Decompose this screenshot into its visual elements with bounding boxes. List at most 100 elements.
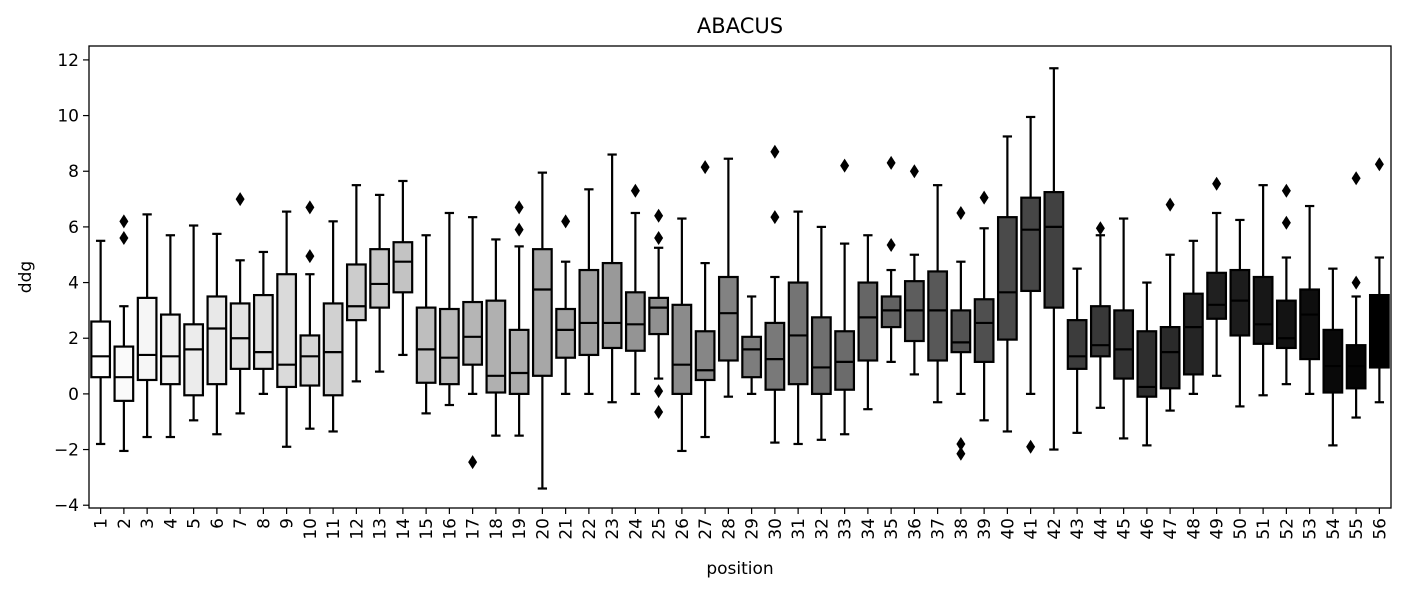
box-position-56	[1368, 157, 1390, 404]
box-iqr	[183, 323, 205, 397]
x-tick-label: 53	[1301, 518, 1321, 540]
outlier-point	[956, 205, 966, 220]
outlier-point	[654, 404, 664, 419]
x-tick-label: 51	[1254, 518, 1274, 540]
box-position-23	[601, 153, 623, 404]
box-position-46	[1136, 281, 1158, 447]
box-iqr	[671, 303, 693, 395]
chart-title: ABACUS	[697, 14, 783, 38]
x-tick-label: 11	[324, 518, 344, 540]
box-position-16	[438, 211, 460, 407]
box-iqr	[927, 270, 949, 362]
box-iqr	[1066, 319, 1088, 370]
box-position-5	[183, 224, 205, 422]
box-iqr	[1159, 325, 1181, 390]
x-tick-label: 40	[998, 518, 1018, 540]
outlier-point	[305, 249, 315, 264]
x-tick-label: 9	[278, 518, 298, 529]
box-iqr	[345, 263, 367, 322]
box-iqr	[741, 335, 763, 379]
x-tick-label: 6	[208, 518, 228, 529]
box-position-25	[648, 208, 670, 419]
x-tick-label: 49	[1208, 518, 1228, 540]
box-position-8	[252, 250, 274, 395]
x-tick-label: 45	[1115, 518, 1135, 540]
box-iqr	[392, 241, 414, 294]
box-iqr	[206, 295, 228, 386]
x-tick-label: 10	[301, 518, 321, 540]
box-iqr	[276, 273, 298, 389]
box-iqr	[834, 330, 856, 391]
box-iqr	[787, 281, 809, 386]
y-tick-label: −2	[54, 441, 79, 461]
box-iqr	[717, 275, 739, 362]
box-iqr	[1322, 328, 1344, 394]
box-iqr	[857, 281, 879, 362]
box-iqr	[973, 298, 995, 363]
outlier-point	[1095, 221, 1105, 236]
y-tick-label: 2	[68, 329, 79, 349]
box-position-54	[1322, 267, 1344, 447]
box-position-30	[764, 144, 786, 444]
outlier-point	[770, 144, 780, 159]
x-tick-label: 28	[719, 518, 739, 540]
box-position-11	[322, 220, 344, 433]
x-tick-label: 35	[882, 518, 902, 540]
box-position-27	[694, 160, 716, 439]
box-position-47	[1159, 197, 1181, 412]
x-tick-label: 27	[696, 518, 716, 540]
box-iqr	[136, 296, 158, 382]
box-iqr	[578, 268, 600, 357]
x-tick-label: 30	[766, 518, 786, 540]
box-iqr	[624, 291, 646, 352]
y-tick-label: 10	[57, 107, 79, 127]
y-tick-label: −4	[54, 496, 79, 516]
y-axis-label: ddg	[16, 261, 36, 293]
box-iqr	[113, 345, 135, 402]
box-position-41	[1020, 115, 1042, 454]
outlier-point	[514, 222, 524, 237]
x-tick-label: 23	[603, 518, 623, 540]
box-position-20	[531, 171, 553, 490]
x-tick-label: 36	[905, 518, 925, 540]
box-iqr	[694, 330, 716, 382]
outlier-point	[630, 183, 640, 198]
box-iqr	[252, 293, 274, 370]
box-position-50	[1229, 218, 1251, 408]
box-position-12	[345, 184, 367, 383]
box-position-31	[787, 210, 809, 446]
box-position-36	[903, 164, 925, 376]
box-position-13	[369, 193, 391, 373]
x-tick-label: 39	[975, 518, 995, 540]
x-tick-label: 17	[464, 518, 484, 540]
outlier-point	[840, 158, 850, 173]
box-iqr	[1113, 309, 1135, 380]
x-axis: 1 2 3 4 5 6 7 8 9 10 11 12 13 14 15 16 17 18 19 20 21 22 23 24 2…	[92, 508, 1390, 540]
x-tick-label: 34	[859, 518, 879, 540]
box-position-48	[1182, 239, 1204, 395]
box-iqr	[810, 316, 832, 395]
box-position-40	[996, 135, 1018, 433]
x-tick-label: 55	[1347, 518, 1367, 540]
box-iqr	[229, 302, 251, 370]
y-axis: −4 −2 0 2 4 6 8 10 12	[54, 51, 89, 516]
box-iqr	[1368, 293, 1390, 369]
box-position-19	[508, 200, 530, 437]
outlier-point	[1351, 171, 1361, 186]
box-position-21	[555, 214, 577, 395]
x-tick-label: 15	[417, 518, 437, 540]
box-iqr	[508, 328, 530, 395]
x-tick-label: 56	[1370, 518, 1390, 540]
outlier-point	[119, 231, 129, 246]
outlier-point	[1281, 183, 1291, 198]
boxes-layer	[90, 67, 1390, 490]
outlier-point	[909, 164, 919, 179]
outlier-point	[1212, 176, 1222, 191]
outlier-point	[654, 384, 664, 399]
plot-frame	[88, 45, 1392, 509]
box-position-42	[1043, 67, 1065, 451]
box-position-3	[136, 213, 158, 439]
outlier-point	[979, 190, 989, 205]
x-tick-label: 3	[138, 518, 158, 529]
box-iqr	[1206, 271, 1228, 320]
